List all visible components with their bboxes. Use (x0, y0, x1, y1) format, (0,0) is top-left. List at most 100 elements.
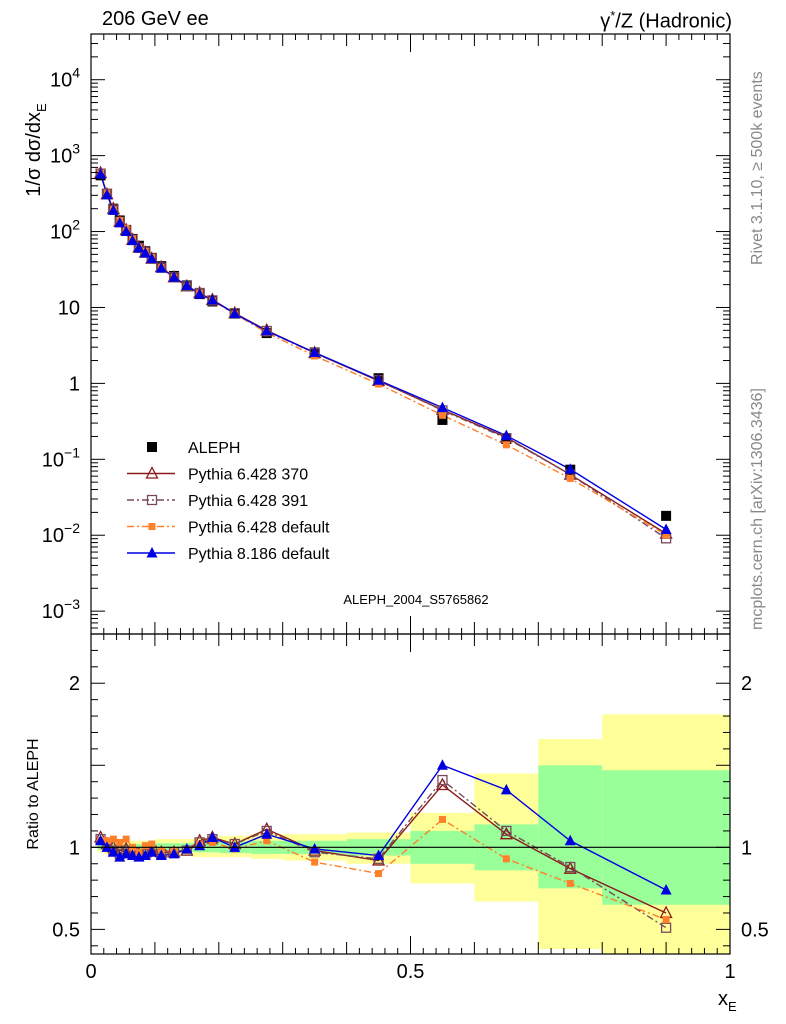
ratio-point-pdef-21 (662, 916, 670, 924)
main-point-p8-4 (120, 225, 132, 237)
ratio-point-p8-13 (206, 831, 218, 842)
ratio-ylabel: Ratio to ALEPH (25, 738, 42, 849)
ratio-point-p8-15 (261, 828, 273, 839)
ratio-ytick-label-0: 2 (69, 673, 80, 695)
main-point-p8-16 (309, 346, 321, 358)
main-line-p391 (99, 173, 667, 539)
ratio-line-pdef (100, 818, 667, 921)
ratio-point-p391-20 (565, 861, 576, 873)
main-line-p370 (99, 172, 667, 535)
ratio-point-pdef-13 (208, 838, 216, 846)
ratio-point-p391-18 (437, 774, 448, 786)
main-point-ALEPH-18 (437, 414, 448, 425)
series-markers (94, 165, 673, 933)
main-ytick-label-4: 1 (69, 373, 80, 395)
ratio-point-p8-4 (120, 847, 132, 859)
ratio-point-pdef-8 (148, 840, 156, 848)
main-point-p8-3 (114, 216, 126, 228)
main-point-p8-5 (127, 234, 139, 246)
main-line-p8 (99, 173, 667, 531)
header-right: γ*/Z (Hadronic) (600, 8, 732, 34)
ratio-point-pdef-4 (122, 835, 130, 843)
main-point-ALEPH-21 (661, 510, 672, 521)
main-ylabel: 1/σ dσ/dxE (23, 103, 49, 197)
main-point-p8-10 (168, 271, 180, 282)
legend: ALEPH Pythia 6.428 370 Pythia 6.428 391 Pyt… (127, 440, 330, 563)
ratio-point-p8-9 (155, 849, 167, 861)
ratio-point-p8-10 (168, 847, 180, 859)
ratio-point-p8-21 (660, 884, 672, 895)
main-ytick-label-5: 10−1 (42, 444, 80, 471)
legend-marker-pdef (148, 523, 156, 530)
main-point-p8-18 (436, 401, 448, 413)
main-point-p8-11 (181, 279, 193, 290)
main-point-p8-19 (500, 429, 512, 441)
main-point-p8-9 (155, 262, 167, 273)
ratio-point-p370-19 (499, 826, 513, 840)
main-point-p8-20 (564, 463, 576, 474)
xlabel: xE (718, 988, 737, 1014)
mcplots-label: mcplots.cern.ch [arXiv:1306.3436] (749, 388, 766, 630)
main-point-p8-0 (95, 168, 107, 179)
main-ytick-label-0: 104 (50, 65, 80, 92)
ratio-ytick-label-2: 0.5 (52, 919, 80, 941)
ratio-point-p8-11 (181, 842, 193, 854)
main-point-p8-15 (261, 324, 273, 336)
ratio-point-p370-20 (563, 861, 577, 874)
main-point-pdef-18 (438, 411, 446, 419)
ratio-point-pdef-15 (263, 837, 271, 845)
ratio-point-pdef-17 (375, 870, 383, 878)
main-ytick-label-6: 10−2 (42, 520, 80, 547)
ratio-line-p391 (100, 779, 667, 929)
ratio-point-p391-21 (660, 922, 672, 933)
ratio-ytick-label-1: 1 (69, 837, 80, 859)
analysis-watermark: ALEPH_2004_S5765862 (343, 592, 488, 607)
ratio-point-p8-16 (309, 842, 321, 854)
header-process: /Z (Hadronic) (615, 10, 732, 33)
legend-label-p391: Pythia 6.428 391 (188, 493, 308, 510)
main-point-p8-12 (194, 288, 206, 299)
ratio-xtick-label-0: 0 (85, 961, 96, 983)
main-ytick-label-2: 102 (50, 217, 80, 244)
ratio-ytick-label-right-2: 0.5 (741, 919, 769, 941)
main-point-p8-8 (146, 252, 158, 264)
ratio-xtick-label-1: 0.5 (397, 961, 425, 983)
rivet-label: Rivet 3.1.10, ≥ 500k events (749, 71, 766, 265)
legend-marker-ALEPH (147, 442, 157, 452)
ratio-point-p8-20 (564, 834, 576, 846)
header-star: * (610, 8, 616, 23)
legend-label-ALEPH: ALEPH (188, 440, 240, 457)
main-point-p8-21 (660, 523, 672, 534)
ratio-point-p8-18 (436, 759, 448, 770)
ratio-point-pdef-7 (141, 842, 149, 850)
ratio-point-p8-2 (107, 846, 119, 857)
ratio-xtick-label-2: 1 (724, 961, 735, 983)
axes (90, 33, 731, 955)
main-frame (90, 33, 731, 635)
ratio-point-pdef-2 (109, 835, 117, 843)
legend-label-pdef: Pythia 6.428 default (188, 520, 330, 537)
ratio-ytick-label-right-1: 1 (741, 837, 752, 859)
ratio-point-pdef-1 (103, 837, 111, 845)
legend-label-p8: Pythia 8.186 default (188, 546, 330, 563)
ratio-point-p8-17 (373, 849, 385, 861)
main-ytick-label-7: 10−3 (42, 596, 80, 623)
ratio-point-p391-19 (501, 825, 512, 837)
main-point-p8-7 (139, 247, 151, 258)
ratio-point-p8-1 (101, 841, 113, 852)
band-inner-10 (538, 765, 603, 889)
ratio-point-pdef-16 (311, 858, 319, 866)
ratio-point-p8-14 (229, 841, 241, 852)
main-ytick-label-3: 10 (58, 297, 80, 319)
band-inner-11 (602, 770, 730, 905)
main-point-p8-14 (229, 307, 241, 319)
ratio-point-pdef-20 (566, 879, 574, 887)
main-ytick-label-1: 103 (50, 141, 80, 168)
ratio-point-p8-3 (114, 851, 126, 862)
ratio-ytick-label-right-0: 2 (741, 673, 752, 695)
legend-marker-p8 (146, 547, 158, 558)
main-point-pdef-21 (662, 531, 670, 539)
ratio-point-p8-5 (127, 849, 139, 861)
